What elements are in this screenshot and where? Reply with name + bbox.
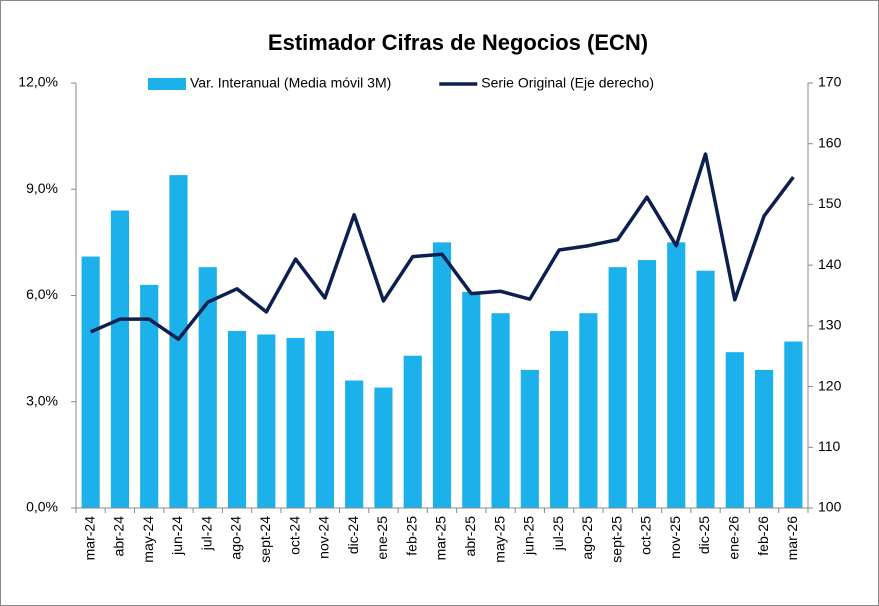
x-tick-label: ago-25 (579, 516, 595, 560)
bar (550, 330, 569, 508)
legend-swatch (148, 78, 186, 90)
line (89, 152, 795, 341)
x-tick-label: ene-25 (374, 516, 390, 560)
bar (345, 380, 364, 508)
x-tick-label: dic-24 (345, 516, 361, 554)
y2-tick-label: 100 (818, 499, 842, 515)
x-tick-label: may-25 (491, 516, 507, 563)
x-tick-label: oct-25 (638, 516, 654, 555)
x-tick-label: may-24 (140, 516, 156, 563)
bar (286, 338, 305, 508)
y2-tick-label: 120 (818, 377, 842, 393)
x-tick-label: abr-25 (462, 516, 478, 557)
y2-tick-label: 150 (818, 195, 842, 211)
x-tick-label: jul-25 (550, 516, 566, 551)
x-tick-label: oct-24 (286, 516, 302, 555)
x-tick-label: mar-26 (784, 516, 800, 561)
y2-tick-label: 140 (818, 256, 842, 272)
y-tick-label: 9,0% (26, 180, 58, 196)
x-tick-label: jun-25 (521, 516, 537, 556)
bar (403, 355, 422, 508)
legend-item: Var. Interanual (Media móvil 3M) (148, 75, 391, 91)
bar (755, 369, 774, 508)
bar (315, 330, 334, 508)
x-tick-label: feb-26 (755, 516, 771, 556)
bar (140, 284, 159, 508)
x-tick-label: feb-25 (403, 516, 419, 556)
x-tick-label: ene-26 (726, 516, 742, 560)
x-tick-label: jul-24 (198, 516, 214, 551)
bar (637, 260, 657, 508)
y2-tick-label: 170 (818, 74, 842, 90)
y-tick-label: 6,0% (26, 286, 58, 302)
legend-label: Serie Original (Eje derecho) (481, 75, 654, 91)
x-tick-label: abr-24 (111, 516, 127, 557)
bar (374, 387, 393, 508)
y-tick-label: 12,0% (18, 74, 58, 90)
x-tick-label: sept-25 (608, 516, 624, 563)
bar (579, 313, 598, 508)
y-tick-label: 3,0% (26, 392, 58, 408)
legend-item: Serie Original (Eje derecho) (439, 75, 654, 91)
bar (198, 267, 217, 508)
bar (784, 341, 803, 508)
x-tick-label: mar-25 (433, 516, 449, 561)
y-tick-label: 0,0% (26, 499, 58, 515)
y2-tick-label: 110 (818, 438, 841, 454)
x-tick-label: dic-25 (696, 516, 712, 554)
bar (227, 330, 247, 508)
legend-label: Var. Interanual (Media móvil 3M) (190, 75, 391, 91)
bar (696, 270, 715, 508)
chart-title: Estimador Cifras de Negocios (ECN) (268, 30, 648, 55)
bar (169, 175, 188, 509)
bar (520, 369, 539, 508)
x-tick-label: ago-24 (228, 516, 244, 560)
x-tick-label: nov-25 (667, 516, 683, 559)
bar (110, 210, 129, 508)
bar (608, 267, 627, 508)
bar (462, 291, 481, 508)
bar (257, 334, 276, 508)
x-tick-label: jun-24 (169, 516, 185, 556)
y2-tick-label: 160 (818, 134, 842, 150)
bar (491, 313, 510, 508)
y2-tick-label: 130 (818, 317, 842, 333)
x-tick-label: sept-24 (257, 516, 273, 563)
bar (81, 256, 100, 508)
x-tick-label: nov-24 (316, 516, 332, 559)
bar (667, 242, 686, 508)
x-tick-label: mar-24 (81, 516, 97, 561)
bar (725, 352, 744, 508)
bar (432, 242, 452, 508)
